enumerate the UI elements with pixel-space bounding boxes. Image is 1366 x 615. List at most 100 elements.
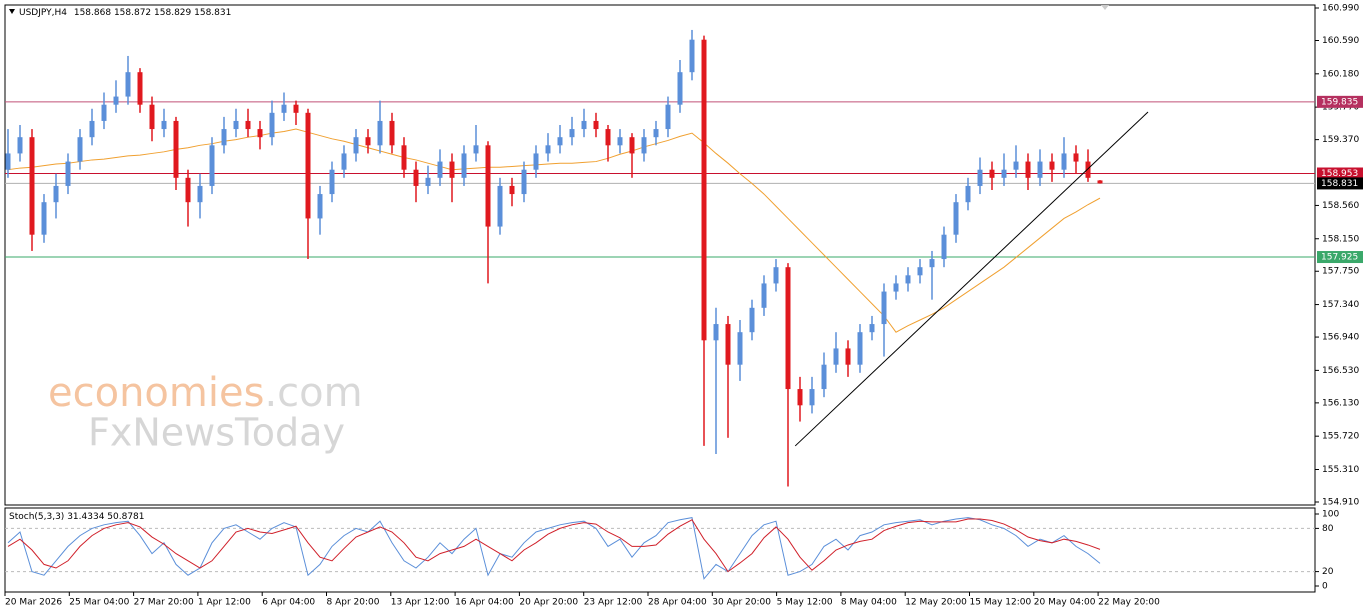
candle-body [257, 129, 263, 138]
level-label: 158.953 [1321, 169, 1358, 179]
candle-body [725, 324, 731, 365]
candle-body [521, 169, 527, 195]
x-tick-label: 1 Apr 12:00 [198, 598, 251, 608]
candle-body [305, 112, 311, 219]
y-tick-label: 156.530 [1322, 366, 1359, 376]
candle-body [869, 324, 875, 333]
y-tick-label: 158.560 [1322, 201, 1359, 211]
candle-body [713, 324, 719, 341]
candle-body [125, 72, 131, 97]
candle-body [833, 348, 839, 365]
candle-body [1049, 161, 1055, 170]
candle-body [1001, 169, 1007, 178]
x-tick-label: 30 Apr 20:00 [712, 598, 771, 608]
x-tick-label: 12 May 20:00 [905, 598, 967, 608]
candle-body [185, 177, 191, 203]
candle-body [581, 120, 587, 130]
candle-body [365, 137, 371, 146]
candle-body [797, 389, 803, 406]
watermark: economies.com FxNewsToday [48, 370, 363, 455]
candle-body [1085, 161, 1091, 178]
y-tick-label: 160.990 [1322, 4, 1359, 14]
candle-body [77, 137, 83, 162]
x-tick-label: 5 May 12:00 [777, 598, 833, 608]
trendline [794, 111, 1149, 447]
candle-body [953, 202, 959, 235]
candle-body [989, 169, 995, 178]
candle-body [761, 283, 767, 308]
candle-body [461, 153, 467, 178]
candle-body [557, 137, 563, 146]
stoch-y-tick-label: 0 [1322, 582, 1328, 592]
candle-body [1037, 161, 1043, 178]
level-tag [1317, 251, 1363, 264]
candle-body [245, 120, 251, 130]
y-tick-label: 156.940 [1322, 333, 1359, 343]
level-label: 159.835 [1321, 97, 1358, 107]
stoch-line [7, 517, 1101, 580]
candle-body [749, 307, 755, 333]
candle-body [593, 120, 599, 130]
candle-body [317, 194, 323, 219]
x-tick-label: 8 Apr 20:00 [327, 598, 380, 608]
stoch-header: Stoch(5,3,3) 31.4334 50.8781 [9, 512, 145, 522]
candle-body [137, 72, 143, 105]
candle-body [893, 283, 899, 292]
candle-body [341, 153, 347, 170]
x-tick-label: 6 Apr 04:00 [262, 598, 315, 608]
candle-body [497, 185, 503, 227]
x-tick-label: 16 Apr 04:00 [455, 598, 514, 608]
level-tag [1317, 95, 1363, 108]
candle-body [389, 120, 395, 146]
candle-body [401, 145, 407, 170]
close: 158.831 [194, 8, 231, 18]
candle-body [605, 129, 611, 146]
stoch-main-value: 31.4334 [67, 512, 104, 522]
candle-body [437, 161, 443, 178]
x-tick-label: 20 Apr 20:00 [519, 598, 578, 608]
x-tick-label: 25 Mar 04:00 [69, 598, 129, 608]
symbol: USDJPY,H4 [19, 8, 67, 18]
candle-body [965, 185, 971, 203]
y-tick-label: 156.130 [1322, 398, 1359, 408]
candle-body [809, 389, 815, 406]
candle-body [785, 267, 791, 390]
candle-body [89, 120, 95, 138]
level-tag [1317, 177, 1363, 190]
y-tick-label: 154.910 [1322, 497, 1359, 507]
candle-body [569, 129, 575, 138]
candle-body [425, 177, 431, 186]
low: 158.829 [154, 8, 191, 18]
watermark-brand: economies.com [48, 370, 363, 416]
candle-body [929, 259, 935, 268]
candle-body [617, 137, 623, 146]
watermark-second: FxNewsToday [88, 411, 345, 455]
x-tick-label: 28 Apr 04:00 [648, 598, 707, 608]
level-tag [1317, 167, 1363, 180]
open: 158.868 [74, 8, 111, 18]
x-tick-label: 20 Mar 2026 [5, 598, 62, 608]
candle-body [1013, 161, 1019, 170]
candle-body [533, 153, 539, 170]
candle-body [413, 169, 419, 186]
candle-body [1073, 153, 1079, 162]
y-tick-label: 157.340 [1322, 300, 1359, 310]
candle-body [53, 185, 59, 203]
moving-average [7, 128, 1101, 333]
chart-header: USDJPY,H4 158.868 158.872 158.829 158.83… [19, 8, 231, 18]
candle-body [173, 120, 179, 178]
candle-body [737, 332, 743, 365]
x-tick-label: 22 May 20:00 [1098, 598, 1160, 608]
candle-body [161, 120, 167, 130]
stoch-y-tick-label: 20 [1322, 567, 1334, 577]
candle-body [233, 120, 239, 130]
candle-body [905, 275, 911, 284]
candle-body [17, 137, 23, 154]
candle-body [449, 161, 455, 178]
watermark-brand-text: economies [48, 370, 264, 416]
y-tick-label: 160.180 [1322, 69, 1359, 79]
candle-body [65, 161, 71, 186]
y-tick-label: 155.310 [1322, 465, 1359, 475]
candle-body [281, 104, 287, 113]
